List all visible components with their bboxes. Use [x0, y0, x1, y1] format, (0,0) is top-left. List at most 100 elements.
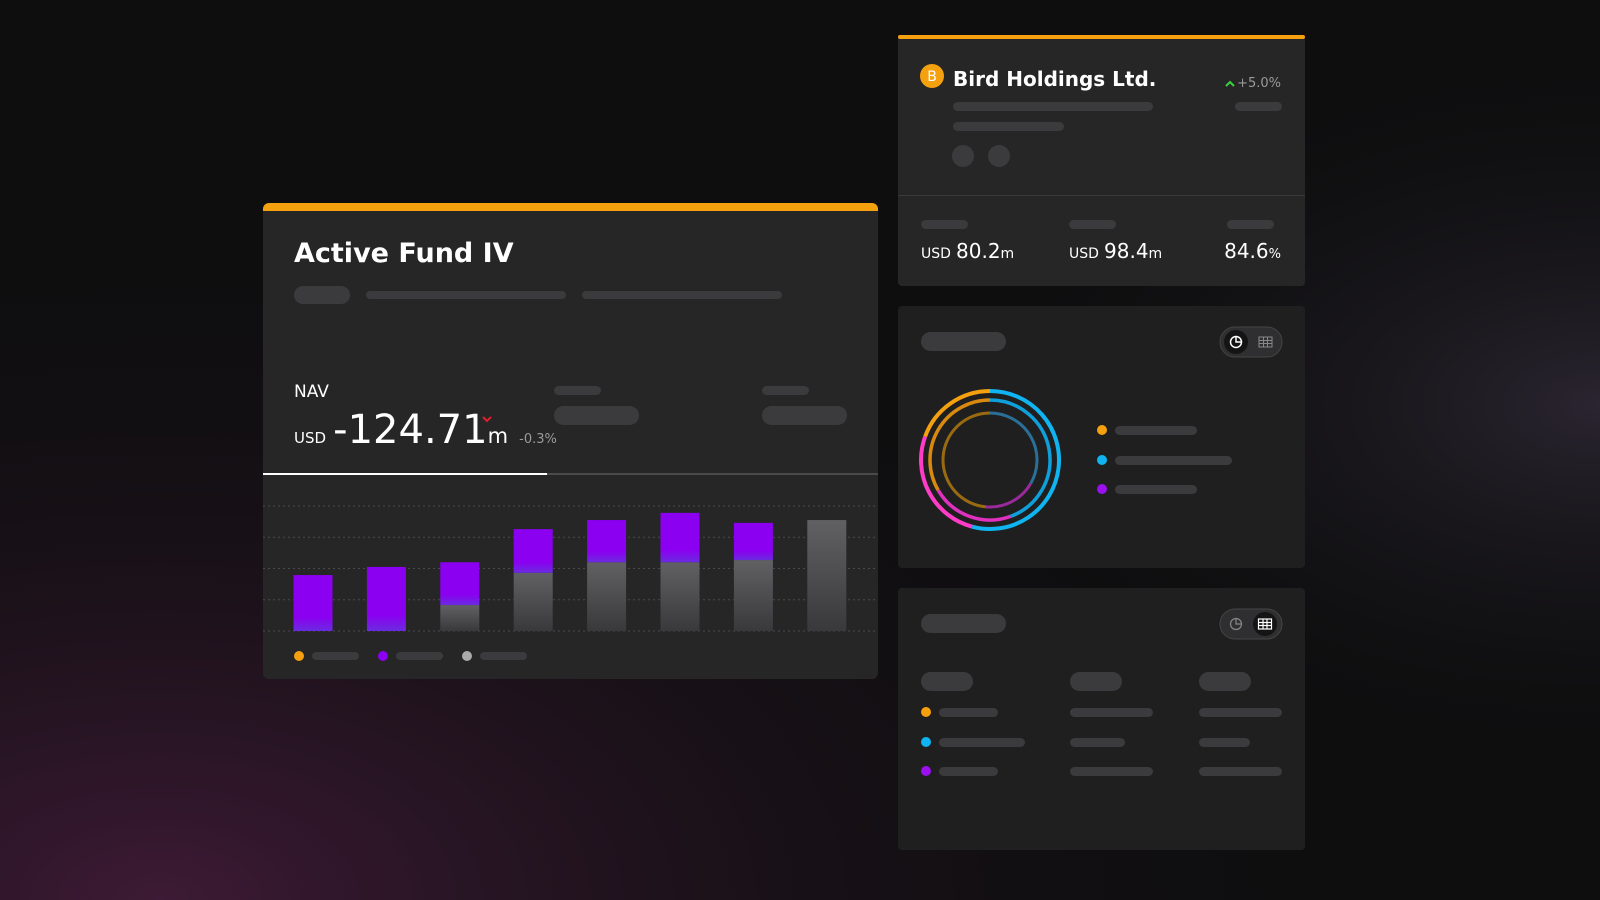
avatar — [952, 145, 974, 167]
placeholder — [939, 767, 998, 776]
stat: USD 98.4m — [1069, 239, 1162, 263]
currency: USD — [921, 246, 951, 262]
ring-arc — [936, 489, 1012, 522]
bar-segment — [660, 562, 700, 631]
placeholder — [1115, 485, 1197, 494]
accent-bar — [898, 35, 1305, 39]
nav-change: -0.3% — [519, 432, 557, 447]
bar-segment — [440, 605, 480, 631]
icon-table — [1257, 618, 1273, 630]
legend-dot — [1097, 484, 1107, 494]
bar-segment — [587, 520, 627, 563]
ring-arc — [941, 411, 991, 509]
bar-segment — [513, 572, 553, 631]
nav-value: -124.71 — [333, 407, 487, 453]
legend-dot — [462, 651, 472, 661]
placeholder — [1235, 102, 1282, 111]
placeholder — [480, 652, 527, 660]
placeholder — [582, 291, 782, 299]
bar-segment — [513, 529, 553, 573]
row-dot — [921, 707, 931, 717]
placeholder — [312, 652, 359, 660]
ring-arc — [928, 398, 991, 491]
ring-arc — [919, 435, 973, 529]
toggle-table[interactable] — [1253, 612, 1277, 636]
placeholder — [921, 220, 968, 229]
placeholder — [366, 291, 566, 299]
stat: 84.6% — [1224, 239, 1281, 263]
holding-change: +5.0% — [1237, 76, 1281, 91]
placeholder — [1199, 767, 1282, 776]
legend-dot — [378, 651, 388, 661]
ring-arc — [989, 411, 1039, 485]
placeholder — [762, 386, 809, 395]
legend-dot — [1097, 455, 1107, 465]
legend-dot — [1097, 425, 1107, 435]
legend-dot — [294, 651, 304, 661]
badge — [920, 64, 944, 88]
avatar — [988, 145, 1010, 167]
ring-arc — [985, 482, 1032, 509]
toggle-table[interactable] — [1258, 336, 1273, 348]
fund-card: Active Fund IV NAV USD -124.71m -0.3% — [263, 203, 878, 679]
placeholder — [953, 102, 1153, 111]
bar-segment — [807, 520, 847, 631]
placeholder — [939, 708, 998, 717]
placeholder — [554, 406, 639, 425]
down-caret — [482, 416, 492, 423]
placeholder — [1070, 738, 1125, 747]
bar-segment — [587, 562, 627, 631]
stat-unit: % — [1269, 247, 1281, 262]
placeholder — [1199, 738, 1250, 747]
placeholder — [1069, 220, 1116, 229]
placeholder — [396, 652, 443, 660]
currency: USD — [294, 429, 326, 447]
icon-pie — [1235, 618, 1242, 625]
row-dot — [921, 766, 931, 776]
bar-segment — [293, 575, 333, 631]
allocation-card — [898, 306, 1305, 568]
placeholder — [1070, 708, 1153, 717]
up-caret — [1225, 80, 1235, 87]
placeholder — [1227, 220, 1274, 229]
stat-value: 98.4 — [1104, 239, 1149, 263]
placeholder — [921, 614, 1006, 633]
card — [898, 306, 1305, 568]
placeholder — [294, 286, 350, 304]
placeholder — [1115, 426, 1197, 435]
ring-arc — [971, 389, 1061, 531]
placeholder — [921, 672, 973, 691]
table-card — [898, 588, 1305, 850]
placeholder — [1199, 672, 1251, 691]
placeholder — [921, 332, 1006, 351]
icon-pie — [1235, 336, 1242, 343]
placeholder — [762, 406, 847, 425]
nav-unit: m — [488, 424, 508, 448]
placeholder — [1199, 708, 1282, 717]
donut — [919, 389, 1061, 531]
badge-letter: B — [927, 69, 937, 85]
currency: USD — [1069, 246, 1099, 262]
ring-arc — [989, 398, 1052, 519]
placeholder — [1070, 672, 1122, 691]
bar-chart — [263, 505, 878, 632]
holding-card: B Bird Holdings Ltd. +5.0% USD 80.2m USD… — [898, 35, 1305, 286]
card — [898, 588, 1305, 850]
nav-label: NAV — [294, 382, 329, 402]
bar-segment — [440, 562, 480, 606]
placeholder — [939, 738, 1025, 747]
placeholder — [554, 386, 601, 395]
card — [263, 203, 878, 679]
placeholder — [953, 122, 1064, 131]
card — [898, 35, 1305, 286]
bar-segment — [366, 566, 406, 631]
holding-name: Bird Holdings Ltd. — [953, 67, 1156, 91]
stat-value: 84.6 — [1224, 239, 1269, 263]
nav-line: USD -124.71m -0.3% — [294, 407, 557, 453]
stat: USD 80.2m — [921, 239, 1014, 263]
stat-value: 80.2 — [956, 239, 1001, 263]
stat-unit: m — [1001, 246, 1015, 262]
row-dot — [921, 737, 931, 747]
